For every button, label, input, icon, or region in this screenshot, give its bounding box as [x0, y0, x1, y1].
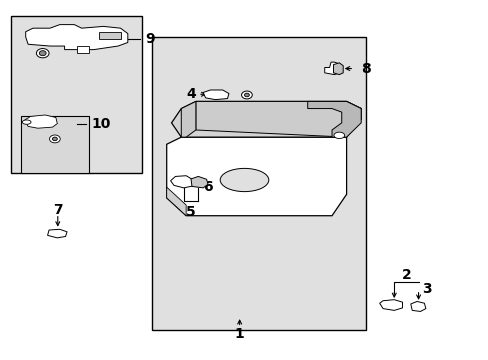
- Polygon shape: [203, 90, 228, 100]
- Ellipse shape: [220, 168, 268, 192]
- Polygon shape: [410, 301, 425, 311]
- Text: 1: 1: [234, 327, 244, 341]
- Text: 5: 5: [186, 205, 196, 219]
- Text: 9: 9: [144, 32, 154, 46]
- Circle shape: [241, 91, 252, 99]
- Polygon shape: [324, 62, 339, 75]
- Text: 3: 3: [421, 282, 431, 296]
- Bar: [21, 116, 89, 173]
- Text: 7: 7: [53, 203, 62, 217]
- Polygon shape: [171, 102, 361, 137]
- Text: 10: 10: [91, 117, 110, 131]
- Text: 2: 2: [401, 268, 410, 282]
- Text: 4: 4: [186, 87, 196, 101]
- Polygon shape: [26, 24, 127, 50]
- Circle shape: [244, 93, 249, 97]
- Circle shape: [36, 49, 49, 58]
- Bar: [11, 16, 142, 173]
- Ellipse shape: [333, 132, 344, 139]
- Polygon shape: [152, 37, 366, 330]
- Circle shape: [49, 135, 60, 143]
- Polygon shape: [191, 176, 207, 188]
- Polygon shape: [170, 176, 193, 188]
- Polygon shape: [181, 102, 196, 137]
- Polygon shape: [379, 300, 402, 310]
- Polygon shape: [25, 115, 57, 128]
- Polygon shape: [99, 32, 120, 39]
- Polygon shape: [307, 102, 361, 137]
- Polygon shape: [166, 187, 186, 216]
- Text: 6: 6: [203, 180, 212, 194]
- Polygon shape: [333, 63, 343, 75]
- Circle shape: [52, 137, 57, 141]
- Ellipse shape: [22, 120, 31, 124]
- Text: 8: 8: [361, 62, 370, 76]
- Polygon shape: [196, 102, 361, 137]
- Polygon shape: [166, 137, 346, 216]
- Circle shape: [39, 51, 46, 56]
- Polygon shape: [77, 46, 89, 53]
- Polygon shape: [47, 229, 67, 238]
